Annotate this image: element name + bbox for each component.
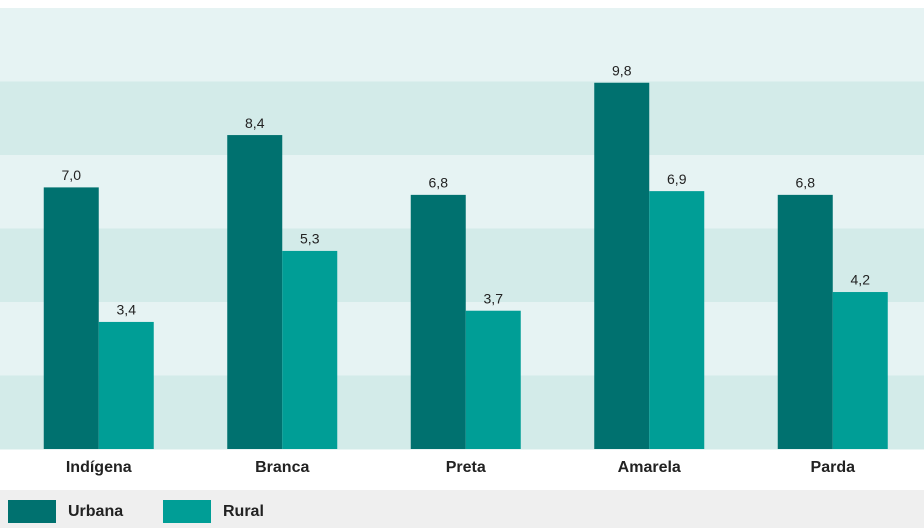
x-tick-label: Preta (446, 459, 486, 476)
legend-label: Urbana (68, 503, 123, 520)
bar (282, 250, 338, 449)
bar (465, 310, 521, 449)
bar (777, 194, 833, 449)
legend-swatch (8, 500, 56, 523)
x-tick-label: Amarela (618, 459, 681, 476)
bar (410, 194, 466, 449)
value-label: 4,2 (851, 272, 871, 288)
value-label: 3,4 (117, 302, 137, 318)
bar (649, 191, 705, 449)
legend-label: Rural (223, 503, 264, 520)
bar (832, 292, 888, 449)
bar (594, 82, 650, 450)
value-label: 3,7 (484, 290, 504, 306)
x-tick-label: Indígena (66, 459, 132, 476)
bar (227, 135, 283, 449)
background-stripe (0, 8, 924, 82)
value-label: 6,8 (796, 175, 816, 191)
value-label: 8,4 (245, 115, 265, 131)
bar (98, 321, 154, 449)
x-tick-label: Branca (255, 459, 309, 476)
value-label: 6,8 (429, 175, 449, 191)
value-label: 6,9 (667, 171, 687, 187)
x-tick-label: Parda (811, 459, 856, 476)
background-stripe (0, 81, 924, 156)
legend-swatch (163, 500, 211, 523)
value-label: 9,8 (612, 62, 632, 78)
legend-background (0, 490, 924, 528)
bar (43, 187, 99, 449)
value-label: 7,0 (62, 167, 82, 183)
value-label: 5,3 (300, 231, 320, 247)
